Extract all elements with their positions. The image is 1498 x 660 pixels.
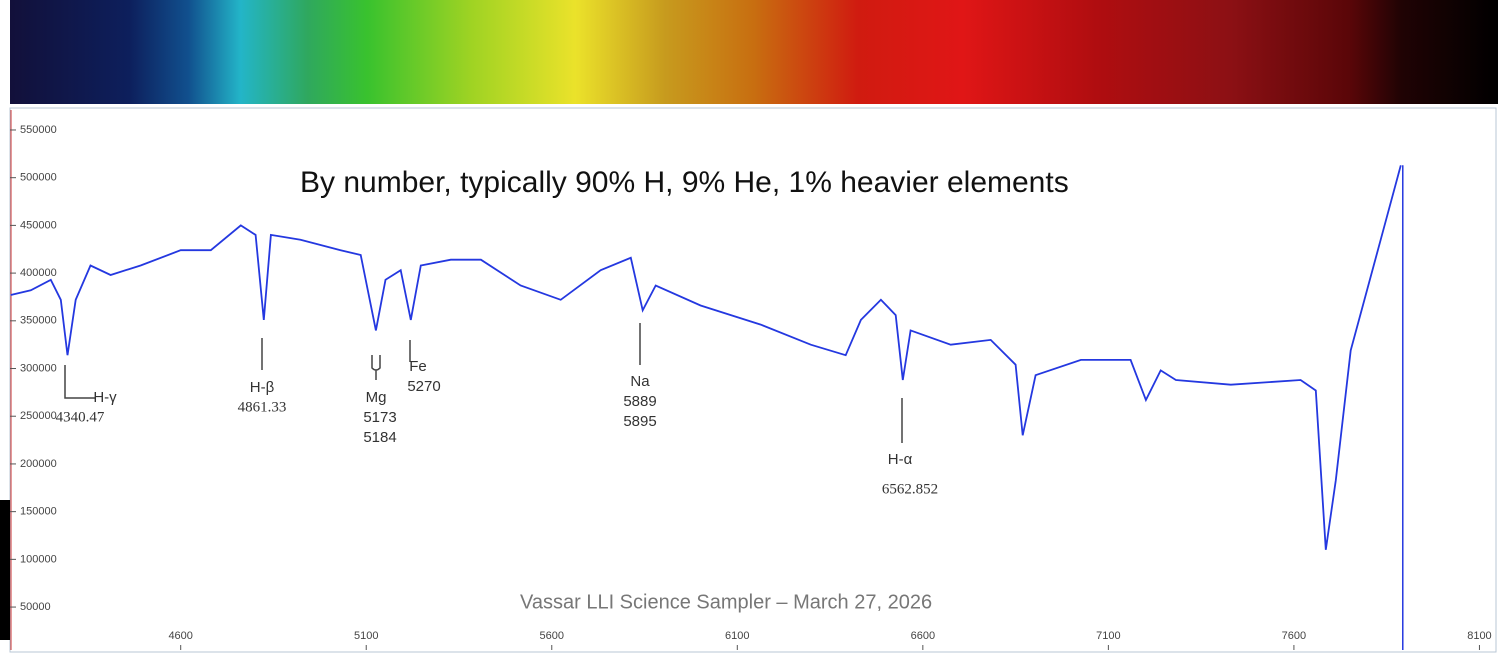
y-tick-label: 300000	[20, 362, 57, 374]
x-tick-label: 6600	[911, 630, 935, 642]
annotation: 5173	[363, 409, 396, 426]
annotation: 4861.33	[238, 399, 287, 415]
y-tick-label: 550000	[20, 124, 57, 136]
annotation: H-γ	[93, 389, 117, 406]
y-tick-label: 150000	[20, 506, 57, 518]
annotation: H-α	[888, 451, 913, 468]
x-tick-label: 5100	[354, 630, 378, 642]
chart: By number, typically 90% H, 9% He, 1% he…	[0, 0, 1498, 655]
annotation: 5895	[623, 413, 656, 430]
annotation: 5889	[623, 393, 656, 410]
y-tick-label: 100000	[20, 553, 57, 565]
x-tick-label: 5600	[540, 630, 564, 642]
annotation: H-β	[250, 379, 275, 396]
edge-block	[0, 500, 10, 640]
x-tick-label: 6100	[725, 630, 749, 642]
annotation: 4340.47	[56, 409, 105, 425]
y-tick-label: 500000	[20, 172, 57, 184]
annotation: Mg	[366, 389, 387, 406]
y-tick-label: 450000	[20, 219, 57, 231]
page: By number, typically 90% H, 9% He, 1% he…	[0, 0, 1498, 655]
footer: Vassar LLI Science Sampler – March 27, 2…	[520, 591, 932, 613]
annotation: 6562.852	[882, 481, 938, 497]
annotation: Na	[630, 373, 650, 390]
y-tick-label: 200000	[20, 458, 57, 470]
annotation: 5270	[407, 378, 440, 395]
annotation: Fe	[409, 358, 427, 375]
annotation: 5184	[363, 429, 396, 446]
y-tick-label: 350000	[20, 315, 57, 327]
y-tick-label: 250000	[20, 410, 57, 422]
y-tick-label: 400000	[20, 267, 57, 279]
chart-title: By number, typically 90% H, 9% He, 1% he…	[300, 166, 1069, 199]
x-tick-label: 8100	[1467, 630, 1491, 642]
spectrum-bar	[10, 0, 1498, 104]
y-tick-label: 50000	[20, 601, 51, 613]
x-tick-label: 7600	[1282, 630, 1306, 642]
x-tick-label: 7100	[1096, 630, 1120, 642]
x-tick-label: 4600	[168, 630, 192, 642]
